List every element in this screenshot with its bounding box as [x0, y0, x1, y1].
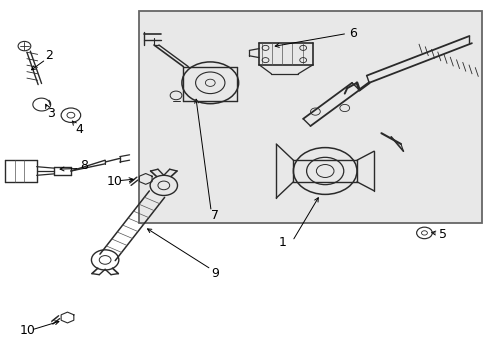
Text: 7: 7 [211, 209, 219, 222]
Text: 5: 5 [438, 228, 446, 240]
Text: 8: 8 [80, 159, 87, 172]
Text: 10: 10 [106, 175, 122, 188]
Bar [139, 11, 481, 223]
Text: 3: 3 [47, 107, 55, 120]
Text: 9: 9 [211, 267, 219, 280]
Text: 1: 1 [278, 236, 286, 249]
Text: 6: 6 [348, 27, 356, 40]
Text: 4: 4 [76, 123, 83, 136]
Text: 2: 2 [45, 49, 53, 62]
Text: 10: 10 [20, 324, 35, 337]
